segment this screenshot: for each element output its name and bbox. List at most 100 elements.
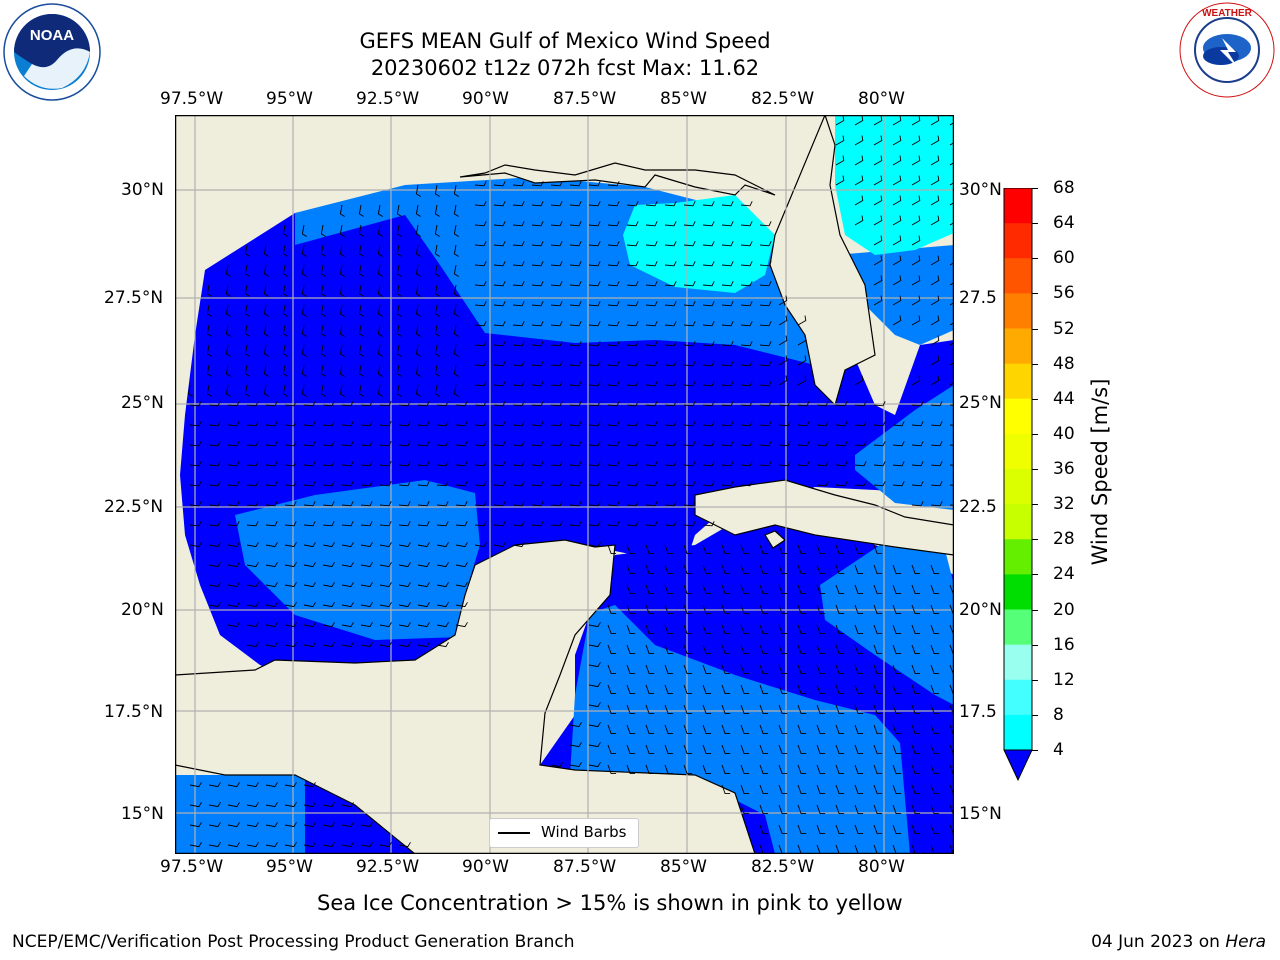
legend-label: Wind Barbs (541, 823, 627, 841)
wind-barb (434, 364, 440, 377)
colorbar-tick-label: 4 (1053, 740, 1064, 760)
wind-barb (377, 264, 383, 277)
wind-barb (588, 742, 601, 748)
wind-barb (379, 401, 392, 407)
wind-barb (531, 401, 544, 407)
wind-barb (341, 421, 354, 427)
wind-barb (873, 604, 883, 615)
wind-barb (263, 304, 269, 317)
wind-barb (550, 241, 563, 247)
wind-barb (664, 584, 674, 595)
wind-barb (702, 644, 712, 655)
wind-barb (398, 521, 411, 527)
wind-barb (626, 684, 636, 695)
wind-barb (284, 642, 297, 648)
wind-barb (360, 461, 373, 467)
wind-barb (607, 724, 617, 735)
wind-barb (244, 384, 250, 397)
wind-barb (721, 684, 731, 695)
wind-barb (816, 764, 826, 775)
svg-text:WEATHER: WEATHER (1202, 8, 1253, 19)
wind-barb (417, 481, 430, 487)
wind-barb (930, 155, 940, 166)
wind-barb (301, 364, 307, 377)
wind-barb (436, 441, 449, 447)
wind-barb (550, 281, 563, 287)
wind-barb (493, 341, 506, 347)
wind-barb (664, 301, 677, 307)
wind-barb (531, 521, 544, 527)
wind-barb (949, 382, 954, 386)
wind-barb (721, 764, 731, 775)
wind-barb (607, 401, 620, 407)
wind-barb (588, 521, 601, 527)
wind-barb (683, 764, 693, 775)
wind-barb (778, 624, 788, 635)
wind-barb (854, 704, 864, 715)
wind-barb (588, 201, 601, 207)
wind-barb (873, 215, 883, 226)
wind-barb (854, 684, 864, 695)
wind-barb (740, 784, 750, 795)
wind-barb (396, 284, 402, 297)
wind-barb (550, 401, 563, 407)
wind-barb (588, 622, 601, 628)
wind-barb (702, 684, 712, 695)
wind-barb (759, 644, 769, 655)
wind-barb (436, 622, 449, 628)
wind-barb (341, 822, 354, 828)
wind-barb (835, 401, 848, 407)
wind-barb (930, 481, 943, 487)
wind-barb (189, 822, 202, 828)
wind-barb (320, 304, 326, 317)
wind-barb (930, 784, 940, 795)
wind-barb (282, 324, 288, 337)
wind-barb (873, 461, 886, 467)
wind-barb (341, 461, 354, 467)
wind-barb (816, 804, 826, 815)
wind-barb (415, 224, 421, 237)
wind-barb (854, 375, 864, 386)
wind-barb (436, 501, 449, 507)
wind-barb (702, 704, 712, 715)
wind-barb (645, 644, 655, 655)
wind-barb (512, 421, 525, 427)
wind-barb (702, 544, 712, 555)
wind-barb (721, 604, 731, 615)
wind-barb (301, 244, 307, 257)
wind-barb (607, 221, 620, 227)
wind-barb (778, 421, 791, 427)
wind-barb (949, 202, 954, 206)
wind-barb (588, 401, 601, 407)
colorbar-tick-label: 36 (1053, 459, 1075, 479)
wind-barb (930, 564, 940, 575)
wind-barb (398, 602, 411, 608)
wind-barb (227, 421, 240, 427)
colorbar-segment (1004, 398, 1032, 435)
wind-barb (645, 564, 655, 575)
colorbar-tick-mark (1032, 328, 1038, 330)
nws-logo: WEATHER (1179, 2, 1275, 98)
wind-barb (626, 301, 639, 307)
wind-barb (189, 401, 202, 407)
colorbar-tick-label: 32 (1053, 494, 1075, 515)
wind-barb (759, 564, 769, 575)
wind-barb (797, 704, 807, 715)
wind-barb (377, 364, 383, 377)
wind-barb (930, 255, 940, 266)
graticule (175, 115, 954, 854)
wind-barb (434, 244, 440, 257)
wind-barb (284, 521, 297, 527)
wind-barb (721, 441, 734, 447)
wind-barb (892, 724, 902, 735)
wind-barb (284, 501, 297, 507)
wind-barb (626, 644, 636, 655)
wind-barb (379, 521, 392, 527)
colorbar-segment (1004, 469, 1032, 505)
wind-barb (284, 441, 297, 447)
wind-barb (721, 481, 734, 487)
wind-barb (683, 664, 693, 675)
wind-barb (396, 204, 402, 217)
wind-barb (626, 201, 639, 207)
wind-barb (436, 602, 449, 608)
